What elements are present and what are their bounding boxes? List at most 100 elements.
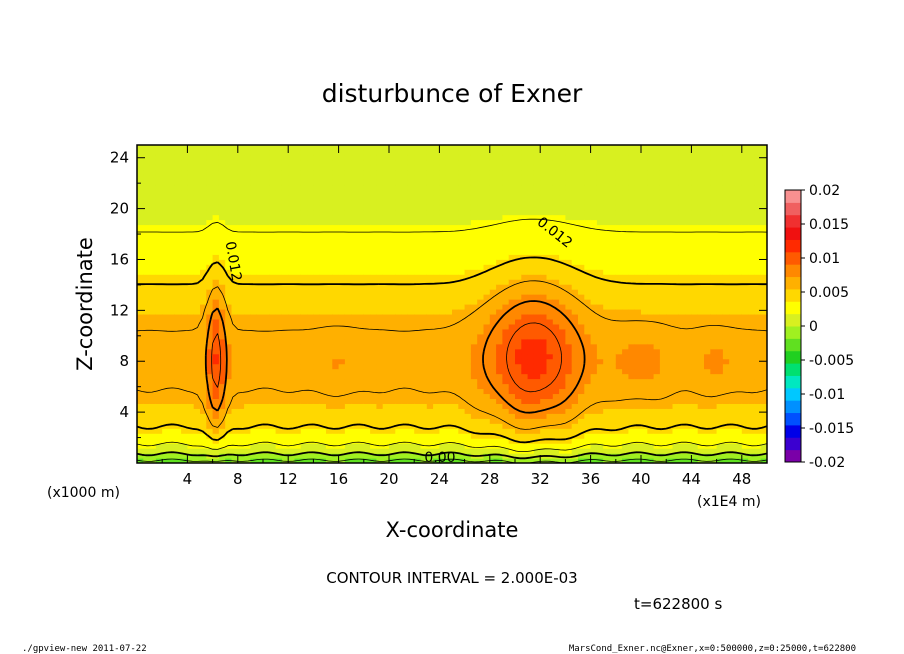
field-cell <box>363 333 371 340</box>
field-cell <box>351 453 359 459</box>
field-cell <box>565 328 573 335</box>
field-cell <box>326 224 333 231</box>
field-cell <box>546 254 554 260</box>
field-cell <box>370 244 377 250</box>
field-cell <box>565 249 573 255</box>
field-cell <box>231 274 239 280</box>
field-cell <box>237 363 245 370</box>
field-cell <box>281 289 289 295</box>
field-cell <box>615 338 623 345</box>
field-cell <box>288 154 296 161</box>
field-cell <box>168 333 176 340</box>
field-cell <box>168 453 176 459</box>
field-cell <box>389 318 396 325</box>
field-cell <box>483 323 491 330</box>
field-cell <box>357 353 365 360</box>
field-cell <box>326 318 333 325</box>
field-cell <box>540 393 548 400</box>
field-cell <box>382 308 390 315</box>
field-cell <box>363 348 371 355</box>
field-cell <box>313 189 321 196</box>
field-cell <box>212 284 220 290</box>
field-cell <box>351 388 359 395</box>
field-cell <box>281 179 289 186</box>
field-cell <box>401 194 409 201</box>
field-cell <box>515 403 522 409</box>
field-cell <box>508 264 516 270</box>
field-cell <box>263 443 270 449</box>
field-cell <box>615 448 623 454</box>
field-cell <box>370 174 377 181</box>
field-cell <box>546 189 554 196</box>
field-cell <box>464 373 472 380</box>
field-cell <box>571 363 579 370</box>
field-cell <box>200 448 207 454</box>
field-cell <box>609 353 617 360</box>
field-cell <box>162 169 170 176</box>
field-cell <box>464 328 472 335</box>
field-cell <box>344 169 352 176</box>
field-cell <box>275 209 283 216</box>
field-cell <box>565 304 573 310</box>
field-cell <box>319 219 327 226</box>
field-cell <box>546 403 554 409</box>
field-cell <box>200 184 207 191</box>
field-cell <box>496 199 503 206</box>
field-cell <box>603 343 611 350</box>
field-cell <box>546 398 554 404</box>
field-cell <box>458 169 466 176</box>
field-cell <box>464 259 472 265</box>
field-cell <box>250 244 258 250</box>
field-cell <box>168 363 176 370</box>
field-cell <box>502 194 510 201</box>
field-cell <box>225 184 233 191</box>
field-cell <box>155 413 163 419</box>
field-cell <box>584 259 592 265</box>
field-cell <box>389 438 396 444</box>
field-cell <box>288 234 296 241</box>
field-cell <box>414 413 422 419</box>
field-cell <box>420 398 428 404</box>
field-cell <box>344 338 352 345</box>
field-cell <box>244 408 251 414</box>
field-cell <box>376 338 384 345</box>
field-cell <box>426 234 434 241</box>
field-cell <box>496 274 503 280</box>
field-cell <box>546 284 554 290</box>
field-cell <box>193 149 201 156</box>
field-cell <box>552 299 560 305</box>
field-cell <box>515 169 522 176</box>
field-cell <box>212 159 220 166</box>
field-cell <box>559 249 566 255</box>
field-cell <box>187 274 195 280</box>
field-cell <box>212 164 220 171</box>
field-cell <box>307 249 314 255</box>
field-cell <box>439 294 447 300</box>
field-cell <box>533 363 541 370</box>
field-cell <box>187 214 195 221</box>
field-cell <box>326 403 333 409</box>
field-cell <box>137 353 144 360</box>
field-cell <box>357 438 365 444</box>
field-cell <box>508 299 516 305</box>
field-cell <box>603 184 611 191</box>
field-cell <box>464 343 472 350</box>
field-cell <box>609 284 617 290</box>
field-cell <box>332 388 340 395</box>
field-cell <box>458 373 466 380</box>
field-cell <box>256 453 264 459</box>
field-cell <box>489 194 497 201</box>
field-cell <box>433 418 440 424</box>
field-cell <box>439 234 447 241</box>
field-cell <box>590 318 598 325</box>
field-cell <box>533 149 541 156</box>
field-cell <box>527 294 535 300</box>
field-cell <box>615 398 623 404</box>
field-cell <box>162 373 170 380</box>
field-cell <box>250 219 258 226</box>
field-cell <box>414 159 422 166</box>
field-cell <box>401 438 409 444</box>
field-cell <box>477 363 485 370</box>
field-cell <box>571 398 579 404</box>
field-cell <box>231 169 239 176</box>
